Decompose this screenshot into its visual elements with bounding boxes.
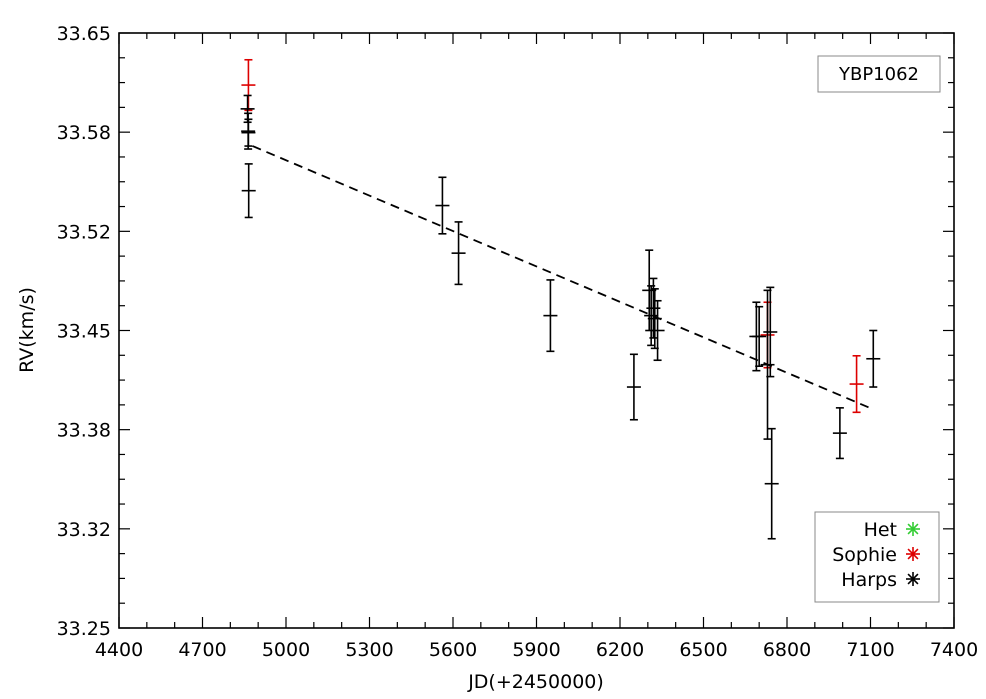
data-point	[760, 289, 775, 440]
x-tick-label: 4700	[178, 639, 226, 661]
x-tick-label: 5000	[262, 639, 310, 661]
fit-line-layer	[252, 145, 874, 411]
y-tick-label: 33.38	[57, 420, 111, 442]
data-point	[763, 286, 778, 378]
series-harps	[240, 94, 881, 540]
data-point	[764, 427, 779, 540]
legend-frame	[814, 511, 940, 603]
legend-asterisk-icon	[906, 547, 920, 561]
x-axis-title: JD(+2450000)	[467, 671, 604, 693]
y-tick-label: 33.65	[57, 23, 111, 45]
y-tick-label: 33.58	[57, 122, 111, 144]
axis-ticks	[118, 32, 955, 629]
asterisk-stroke	[907, 548, 919, 560]
data-point	[644, 285, 659, 347]
legend-label: Sophie	[832, 544, 897, 566]
fit-line	[252, 145, 874, 411]
data-point	[866, 329, 881, 388]
data-point	[752, 305, 767, 368]
data-point	[241, 118, 256, 147]
legend-asterisk-icon	[906, 522, 920, 536]
y-tick-label: 33.52	[57, 221, 111, 243]
x-tick-label: 4400	[95, 639, 143, 661]
x-tick-label: 6800	[763, 639, 811, 661]
data-point	[435, 176, 450, 235]
legend-asterisk-icon	[906, 572, 920, 586]
label-box-frame	[817, 55, 941, 93]
data-point	[241, 163, 256, 219]
x-tick-labels: 4400 4700 5000 5300 5600 5900 6200 6500 6800 7100…	[95, 639, 978, 661]
y-tick-labels: 33.25 33.32 33.38 33.45 33.52 33.58 33.65	[57, 23, 111, 640]
data-point	[543, 279, 558, 353]
data-points	[240, 58, 881, 540]
legend-label: Harps	[841, 569, 897, 591]
legend-label: Het	[864, 519, 897, 541]
x-tick-label: 7100	[846, 639, 894, 661]
data-point	[650, 299, 665, 362]
x-tick-label: 5300	[345, 639, 393, 661]
asterisk-stroke	[907, 573, 919, 585]
x-tick-label: 6500	[679, 639, 727, 661]
y-tick-label: 33.25	[57, 618, 111, 640]
y-tick-label: 33.45	[57, 321, 111, 343]
label-box-text: YBP1062	[838, 64, 919, 85]
data-point	[451, 221, 466, 286]
data-point	[241, 58, 256, 112]
label-box: YBP1062	[817, 55, 941, 93]
x-tick-label: 5600	[429, 639, 477, 661]
data-point	[240, 94, 255, 124]
data-point	[626, 353, 641, 421]
asterisk-stroke	[907, 523, 919, 535]
data-point	[832, 407, 847, 460]
data-point	[849, 354, 864, 414]
x-tick-label: 5900	[512, 639, 560, 661]
x-tick-label: 6200	[596, 639, 644, 661]
x-tick-label: 7400	[930, 639, 978, 661]
legend: Het Sophie Harps	[814, 511, 940, 603]
y-axis-title: RV(km/s)	[16, 287, 38, 373]
y-tick-label: 33.32	[57, 519, 111, 541]
